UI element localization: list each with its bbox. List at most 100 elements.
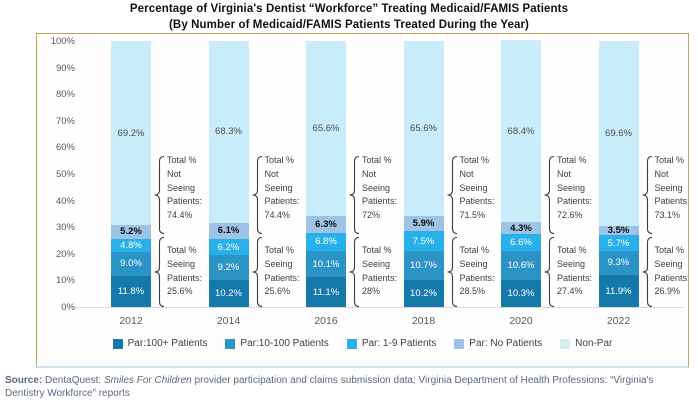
legend-item: Non-Par	[560, 338, 612, 349]
annotation-line: 74.4%	[264, 210, 291, 221]
annotation-line: 72.6%	[557, 210, 583, 221]
annotation-seeing: Total % Seeing Patients: 28.5%	[460, 244, 495, 299]
y-axis-tick-label: 40%	[55, 195, 75, 207]
brace-annotation	[251, 155, 262, 235]
annotation-line: Seeing	[167, 258, 196, 269]
x-axis-label: 2014	[216, 315, 241, 327]
annotation-line: 71.5%	[459, 210, 486, 221]
annotation-seeing: Total % Seeing Patients: 25.6%	[167, 244, 202, 299]
annotation-line: Total %	[264, 155, 295, 165]
annotation-line: Total %	[459, 155, 490, 165]
segment-value-label: 11.8%	[117, 285, 145, 297]
annotation-line: Patients:	[459, 196, 495, 207]
annotation-not-seeing: Total % Not Seeing Patients: 72.6%	[557, 154, 592, 223]
annotation-line: 28%	[362, 286, 381, 297]
source-text-post: provider participation and claims submis…	[5, 375, 654, 399]
segment-value-label: 10.7%	[410, 260, 437, 272]
segment-value-label: 10.2%	[410, 287, 437, 299]
annotation-line: Total %	[557, 155, 587, 165]
annotation-line: Not	[362, 168, 377, 179]
bar-segment-par-1-9: 4.8%	[111, 238, 151, 252]
legend-item: Par:10-100 Patients	[225, 338, 329, 349]
brace-annotation	[446, 155, 457, 235]
bar-segment-par-no-patients: 4.3%	[501, 222, 541, 234]
segment-value-label: 6.6%	[510, 237, 532, 249]
annotation-line: Seeing	[167, 182, 196, 193]
source-text-pre: DentaQuest:	[42, 375, 104, 386]
legend-label: Par:100+ Patients	[127, 338, 208, 349]
segment-value-label: 65.6%	[410, 123, 437, 134]
annotation-line: Seeing	[459, 182, 488, 193]
y-axis-tick-label: 70%	[55, 115, 75, 127]
segment-value-label: 3.5%	[607, 225, 630, 237]
bar-segment-par-1-9: 6.2%	[208, 238, 249, 256]
annotation-seeing: Total % Seeing Patients: 27.4%	[557, 244, 592, 299]
segment-value-label: 65.6%	[312, 123, 340, 134]
legend-swatch-icon	[346, 338, 357, 349]
annotation-line: Total %	[654, 155, 685, 165]
annotation-line: Patients:	[167, 272, 203, 283]
segment-value-label: 10.2%	[215, 287, 242, 299]
annotation-line: Total %	[264, 245, 295, 255]
segment-value-label: 6.8%	[315, 236, 337, 248]
x-axis-label: 2016	[314, 315, 338, 327]
segment-value-label: 69.2%	[117, 127, 145, 139]
legend-label: Non-Par	[575, 338, 613, 349]
bar-segment-non-par: 65.6%	[403, 41, 444, 216]
annotation-line: Seeing	[362, 258, 391, 269]
annotation-line: Total %	[459, 245, 490, 255]
annotation-line: Not	[557, 168, 572, 179]
bar-segment-par-1-9: 6.8%	[306, 232, 346, 251]
bar-segment-par-no-patients: 6.1%	[208, 222, 249, 239]
bar-segment-par-100plus: 11.9%	[598, 275, 639, 307]
source-text-italic: Smiles For Children	[103, 375, 192, 386]
bar-segment-par-10-100: 9.2%	[208, 255, 249, 280]
annotation-line: 74.4%	[167, 210, 193, 221]
legend-swatch-icon	[560, 338, 571, 349]
brace-annotation	[154, 236, 165, 308]
annotation-line: 25.6%	[167, 286, 193, 297]
y-axis-tick-label: 50%	[55, 169, 75, 180]
chart-title-line1: Percentage of Virginia's Dentist “Workfo…	[129, 3, 569, 15]
annotation-line: Total %	[654, 245, 685, 255]
bar-segment-par-10-100: 9.3%	[598, 250, 639, 276]
annotation-line: Patients:	[264, 272, 300, 283]
bar-segment-non-par: 68.3%	[208, 41, 249, 223]
bar-segment-par-no-patients: 6.3%	[306, 215, 346, 233]
annotation-line: Not	[264, 168, 279, 179]
brace-annotation	[349, 155, 360, 235]
legend-label: Par: 1-9 Patients	[361, 338, 437, 349]
bar-segment-par-10-100: 10.6%	[501, 251, 541, 280]
annotation-line: Not	[654, 168, 669, 179]
annotation-line: Patients:	[459, 272, 495, 283]
segment-value-label: 9.2%	[217, 262, 240, 274]
bar-segment-non-par: 65.6%	[306, 41, 346, 216]
y-axis-tick-label: 20%	[55, 248, 75, 260]
annotation-not-seeing: Total % Not Seeing Patients: 73.1%	[654, 154, 689, 223]
annotation-line: Seeing	[654, 182, 683, 193]
brace-annotation	[349, 236, 360, 308]
bar-segment-par-100plus: 11.1%	[306, 277, 346, 307]
legend-item: Par:100+ Patients	[112, 338, 208, 349]
bar-segment-par-100plus: 10.3%	[501, 279, 541, 307]
x-axis-label: 2022	[606, 315, 631, 327]
annotation-not-seeing: Total % Not Seeing Patients: 71.5%	[460, 154, 495, 223]
annotation-line: Seeing	[362, 182, 391, 193]
annotation-seeing: Total % Seeing Patients: 25.6%	[265, 244, 300, 299]
annotation-line: Not	[459, 168, 474, 179]
source-label: Source:	[5, 375, 43, 386]
annotation-not-seeing: Total % Not Seeing Patients: 72%	[362, 154, 397, 223]
legend-label: Par: No Patients	[469, 338, 543, 349]
brace-annotation	[544, 155, 555, 235]
annotation-line: Patients:	[654, 272, 689, 283]
segment-value-label: 9.0%	[120, 258, 142, 270]
segment-value-label: 10.6%	[507, 259, 535, 271]
brace-annotation	[154, 155, 165, 235]
annotation-line: Patients:	[557, 196, 593, 207]
annotation-line: Total %	[362, 245, 392, 255]
segment-value-label: 5.7%	[607, 237, 630, 249]
bar-segment-par-100plus: 10.2%	[208, 279, 249, 307]
chart-box: Par:100+ Patients Par:10-100 Patients Par:…	[36, 33, 689, 368]
legend-swatch-icon	[225, 338, 236, 349]
segment-value-label: 69.6%	[605, 128, 632, 140]
